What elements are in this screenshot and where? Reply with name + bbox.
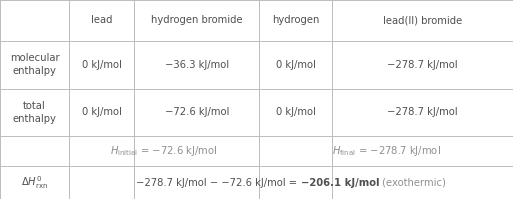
Text: 0 kJ/mol: 0 kJ/mol	[82, 107, 122, 117]
Text: hydrogen bromide: hydrogen bromide	[151, 15, 243, 25]
Text: 0 kJ/mol: 0 kJ/mol	[82, 60, 122, 70]
Text: hydrogen: hydrogen	[272, 15, 320, 25]
Text: molecular
enthalpy: molecular enthalpy	[10, 54, 60, 76]
Text: 0 kJ/mol: 0 kJ/mol	[276, 60, 315, 70]
Text: 0 kJ/mol: 0 kJ/mol	[276, 107, 315, 117]
Text: −206.1 kJ/mol: −206.1 kJ/mol	[301, 178, 379, 188]
Text: $H_{\rm initial}$ = −72.6 kJ/mol: $H_{\rm initial}$ = −72.6 kJ/mol	[110, 144, 218, 158]
Text: −278.7 kJ/mol − −72.6 kJ/mol =: −278.7 kJ/mol − −72.6 kJ/mol =	[136, 178, 301, 188]
Text: total
enthalpy: total enthalpy	[13, 101, 56, 124]
Text: lead(II) bromide: lead(II) bromide	[383, 15, 462, 25]
Text: −36.3 kJ/mol: −36.3 kJ/mol	[165, 60, 229, 70]
Text: (exothermic): (exothermic)	[379, 178, 446, 188]
Text: −278.7 kJ/mol: −278.7 kJ/mol	[387, 107, 458, 117]
Text: lead: lead	[91, 15, 112, 25]
Text: −278.7 kJ/mol: −278.7 kJ/mol	[387, 60, 458, 70]
Text: −72.6 kJ/mol: −72.6 kJ/mol	[165, 107, 229, 117]
Text: $H_{\rm final}$ = −278.7 kJ/mol: $H_{\rm final}$ = −278.7 kJ/mol	[331, 144, 441, 158]
Text: $\Delta H^0_{\rm rxn}$: $\Delta H^0_{\rm rxn}$	[21, 174, 48, 191]
